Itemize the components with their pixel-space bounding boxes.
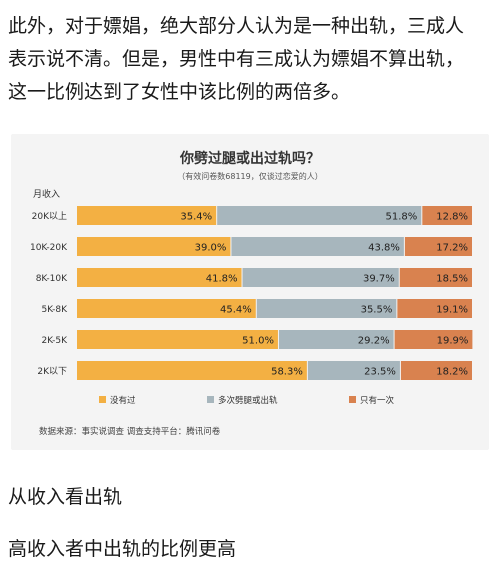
category-label: 2K-5K (41, 336, 68, 346)
chart-subtitle: （有效问卷数68119，仅谈过恋爱的人） (177, 171, 322, 181)
bar-segment (77, 361, 307, 380)
bar-segment (242, 268, 399, 287)
intro-line-1: 此外，对于嫖娼，绝大部分人认为是一种出轨，三成人 (8, 15, 465, 37)
bar-segment (77, 299, 256, 318)
bar-segment (77, 330, 278, 349)
legend-swatch (99, 396, 106, 403)
income-conclusion: 高收入者中出轨的比例更高 (8, 538, 237, 560)
chart-source: 数据来源：事实说调查 调查支持平台：腾讯问卷 (39, 426, 221, 437)
value-label: 18.5% (436, 274, 468, 285)
bar-segment (404, 237, 472, 256)
value-label: 58.3% (271, 367, 303, 378)
bar-segment (256, 299, 397, 318)
bar-segment (307, 361, 400, 380)
legend-label: 多次劈腿或出轨 (218, 395, 278, 406)
category-label: 10K-20K (30, 243, 68, 253)
value-label: 41.8% (206, 274, 238, 285)
legend-label: 没有过 (110, 395, 136, 406)
intro-paragraph: 此外，对于嫖娼，绝大部分人认为是一种出轨，三成人 表示说不清。但是，男性中有三成… (8, 10, 494, 109)
value-label: 19.9% (437, 336, 469, 347)
bar-segment (278, 330, 394, 349)
legend-swatch (349, 396, 356, 403)
intro-line-3: 这一比例达到了女性中该比例的两倍多。 (8, 81, 351, 103)
value-label: 39.7% (363, 274, 395, 285)
income-heading: 从收入看出轨 (8, 486, 123, 508)
stacked-bar-chart: 你劈过腿或出过轨吗？ （有效问卷数68119，仅谈过恋爱的人） 月收入 20K以上 35… (30, 150, 473, 437)
intro-line-2: 表示说不清。但是，男性中有三成认为嫖娼不算出轨， (8, 48, 465, 70)
bar-segment (422, 206, 472, 225)
value-label: 43.8% (368, 243, 400, 254)
category-label: 5K-8K (41, 305, 68, 315)
bar-segment (77, 206, 217, 225)
bar-segment (77, 237, 231, 256)
value-label: 51.8% (386, 212, 418, 223)
bar-segment (394, 330, 473, 349)
category-label: 8K-10K (36, 274, 68, 284)
chart-title: 你劈过腿或出过轨吗？ (179, 150, 320, 167)
value-label: 12.8% (436, 212, 468, 223)
chart-image: 你劈过腿或出过轨吗？ （有效问卷数68119，仅谈过恋爱的人） 月收入 20K以上 35… (11, 134, 489, 450)
bar-segment (217, 206, 422, 225)
legend-swatch (207, 396, 214, 403)
bar-segment (397, 299, 472, 318)
bar-segment (400, 361, 472, 380)
legend-label: 只有一次 (360, 395, 395, 406)
bar-segment (77, 268, 242, 287)
value-label: 45.4% (220, 305, 252, 316)
y-axis-label: 月收入 (33, 188, 60, 200)
bar-segment (231, 237, 404, 256)
value-label: 29.2% (358, 336, 390, 347)
value-label: 18.2% (436, 367, 468, 378)
bar-segment (399, 268, 472, 287)
value-label: 23.5% (364, 367, 396, 378)
category-label: 20K以上 (32, 211, 67, 222)
value-label: 35.5% (361, 305, 393, 316)
category-label: 2K以下 (37, 367, 67, 377)
value-label: 35.4% (180, 212, 212, 223)
value-label: 17.2% (436, 243, 468, 254)
value-label: 39.0% (195, 243, 227, 254)
value-label: 19.1% (436, 305, 468, 316)
value-label: 51.0% (242, 336, 274, 347)
